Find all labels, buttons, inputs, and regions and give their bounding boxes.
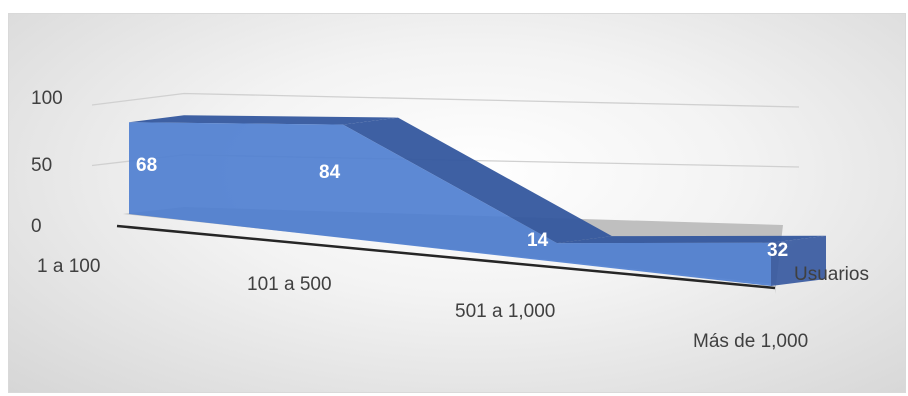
- series-axis-label: Usuarios: [794, 264, 869, 285]
- area-top-segment-1: [129, 115, 398, 125]
- x-axis-ticks: 1 a 100 101 a 500 501 a 1,000 Más de 1,000: [37, 256, 808, 352]
- y-tick-label: 0: [31, 216, 42, 237]
- data-label: 32: [767, 240, 788, 261]
- area-series: [129, 115, 826, 286]
- data-label: 84: [319, 162, 341, 183]
- area-front-face: [129, 122, 771, 286]
- data-label: 14: [527, 230, 549, 251]
- baseline-edge: [116, 224, 776, 290]
- chart-svg: 0 50 100 1 a 100 101 a 500 501 a 1,000 Más de…: [31, 88, 869, 352]
- y-tick-label: 100: [31, 88, 63, 109]
- data-labels: 68 84 14 32: [136, 155, 788, 261]
- y-axis-ticks: 0 50 100: [31, 88, 63, 237]
- series-label: Usuarios: [794, 264, 869, 285]
- chart-area: 0 50 100 1 a 100 101 a 500 501 a 1,000 Más de…: [8, 13, 906, 393]
- area-top-segment-3: [557, 235, 826, 244]
- area-top-segment-2: [343, 117, 612, 244]
- gridline-100: [91, 92, 800, 108]
- y-tick-label: 50: [31, 155, 52, 176]
- x-tick-label: 101 a 500: [247, 274, 332, 295]
- data-label: 68: [136, 155, 157, 176]
- x-tick-label: 501 a 1,000: [455, 301, 555, 322]
- area-end-cap: [771, 235, 826, 286]
- x-tick-label: 1 a 100: [37, 256, 100, 277]
- x-tick-label: Más de 1,000: [693, 331, 808, 352]
